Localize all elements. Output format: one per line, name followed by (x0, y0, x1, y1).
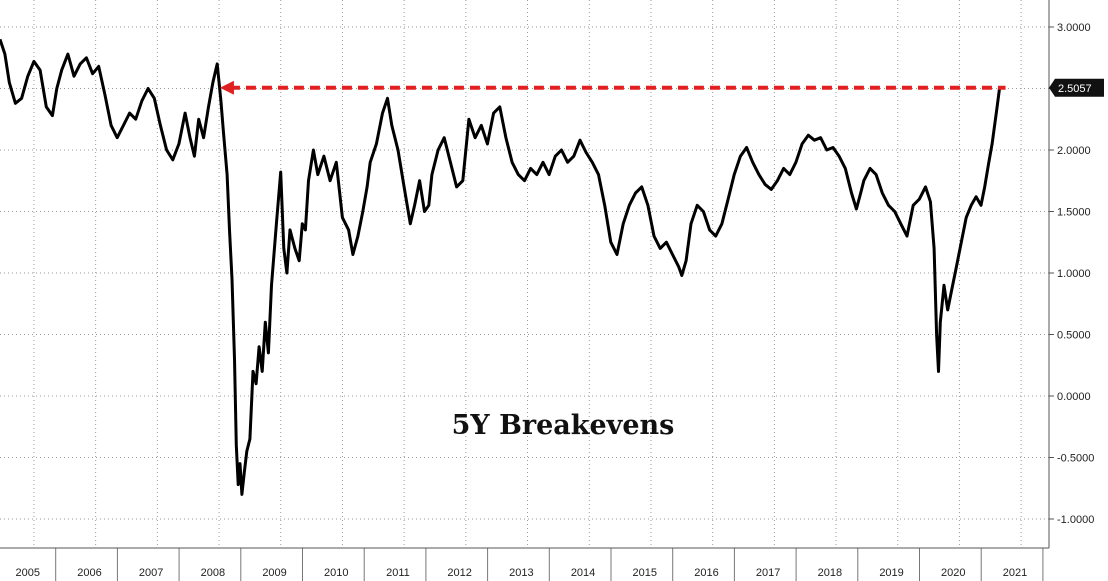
x-tick-label: 2005 (16, 567, 40, 579)
x-tick-label: 2009 (262, 567, 286, 579)
x-tick-label: 2018 (818, 567, 842, 579)
x-tick-label: 2015 (633, 567, 657, 579)
axes (0, 0, 1054, 581)
last-value-label: 2.5057 (1058, 83, 1092, 95)
x-tick-label: 2006 (77, 567, 101, 579)
reference-line (219, 80, 1006, 95)
last-value-box (1049, 78, 1104, 97)
last-value-badge: 2.5057 (1049, 78, 1104, 97)
x-tick-label: 2020 (941, 567, 965, 579)
x-tick-label: 2008 (201, 567, 225, 579)
x-tick-label: 2012 (447, 567, 471, 579)
y-tick-label: 3.0000 (1057, 22, 1091, 34)
y-tick-label: 1.5000 (1057, 207, 1091, 219)
y-tick-label: -1.0000 (1057, 514, 1094, 526)
y-tick-label: -0.5000 (1057, 453, 1094, 465)
x-tick-label: 2017 (756, 567, 780, 579)
x-tick-label: 2021 (1003, 567, 1027, 579)
x-tick-label: 2016 (694, 567, 718, 579)
chart-title: 5Y Breakevens (452, 410, 675, 441)
series-line (0, 38, 1001, 496)
y-tick-labels: 3.00002.50002.00001.50001.00000.50000.00… (1057, 22, 1094, 526)
y-tick-label: 0.5000 (1057, 330, 1091, 342)
y-tick-label: 0.0000 (1057, 391, 1091, 403)
x-tick-label: 2019 (879, 567, 903, 579)
x-tick-labels: 2005 2006 2007 2008 2009 2010 2011 2012 2013 2014… (16, 567, 1028, 579)
reference-arrowhead (219, 80, 234, 95)
y-tick-label: 2.0000 (1057, 145, 1091, 157)
grid-lines (0, 0, 1049, 548)
y-tick-label: 1.0000 (1057, 268, 1091, 280)
x-tick-label: 2014 (571, 567, 595, 579)
x-tick-label: 2011 (386, 567, 410, 579)
x-tick-label: 2013 (509, 567, 533, 579)
x-tick-label: 2007 (139, 567, 163, 579)
series-lines (0, 38, 1001, 496)
x-tick-label: 2010 (324, 567, 348, 579)
